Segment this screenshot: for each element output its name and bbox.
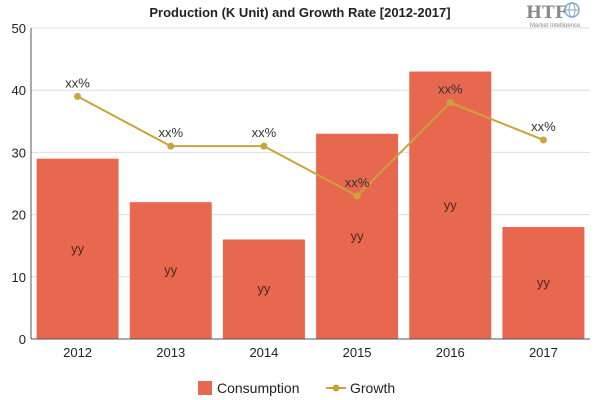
- y-axis: 0 10 20 30 40 50: [12, 21, 32, 347]
- legend-growth-label: Growth: [350, 380, 395, 396]
- globe-icon: [564, 2, 580, 18]
- legend-growth-swatch: [326, 384, 346, 392]
- bar-data-label: yy: [351, 228, 365, 243]
- x-tick-label: 2013: [156, 345, 185, 360]
- bar-data-label: yy: [444, 197, 458, 212]
- y-tick-label: 20: [12, 208, 26, 223]
- bar-data-label: yy: [257, 281, 271, 296]
- chart-title: Production (K Unit) and Growth Rate [201…: [149, 5, 450, 20]
- x-tick-label: 2016: [436, 345, 465, 360]
- growth-data-label: xx%: [158, 125, 183, 140]
- bar-consumption-2013: [129, 202, 212, 339]
- logo-mark: HTF: [526, 3, 567, 23]
- growth-point-2015: [353, 192, 361, 200]
- growth-line-path: [77, 95, 544, 198]
- growth-point-2017: [539, 136, 547, 144]
- growth-data-label: xx%: [531, 119, 556, 134]
- x-tick-label: 2015: [343, 345, 372, 360]
- x-tick-label: 2014: [249, 345, 278, 360]
- growth-data-label: xx%: [65, 75, 90, 90]
- legend-consumption-label: Consumption: [217, 380, 300, 396]
- bar-data-label: yy: [164, 263, 178, 278]
- growth-point-2013: [167, 142, 175, 150]
- legend-consumption-swatch: [198, 381, 212, 395]
- growth-line: xx% xx% xx% xx% xx% xx%: [65, 75, 556, 200]
- logo-subtitle: Market Intelligence: [530, 23, 581, 29]
- x-tick-label: 2012: [63, 345, 92, 360]
- growth-data-label: xx%: [345, 175, 370, 190]
- growth-point-2012: [74, 92, 82, 100]
- growth-point-2014: [260, 142, 268, 150]
- growth-data-label: xx%: [252, 125, 277, 140]
- bar-consumption-2016: [409, 71, 492, 339]
- bar-consumption-2012: [36, 158, 119, 339]
- growth-data-label: xx%: [438, 82, 463, 97]
- y-tick-label: 30: [12, 145, 26, 160]
- y-tick-label: 50: [12, 21, 26, 36]
- bar-data-label: yy: [537, 275, 551, 290]
- y-tick-label: 10: [12, 270, 26, 285]
- x-axis: 2012 2013 2014 2015 2016 2017: [31, 338, 590, 360]
- consumption-bars: yy yy yy yy yy yy: [36, 71, 585, 339]
- bar-consumption-2017: [502, 227, 585, 339]
- bar-consumption-2014: [222, 239, 305, 339]
- y-tick-label: 0: [19, 332, 26, 347]
- y-tick-label: 40: [12, 83, 26, 98]
- x-tick-label: 2017: [529, 345, 558, 360]
- bar-data-label: yy: [71, 241, 85, 256]
- growth-point-2016: [446, 99, 454, 107]
- legend: Consumption Growth: [198, 380, 395, 396]
- htf-logo: HTF Market Intelligence: [526, 2, 581, 29]
